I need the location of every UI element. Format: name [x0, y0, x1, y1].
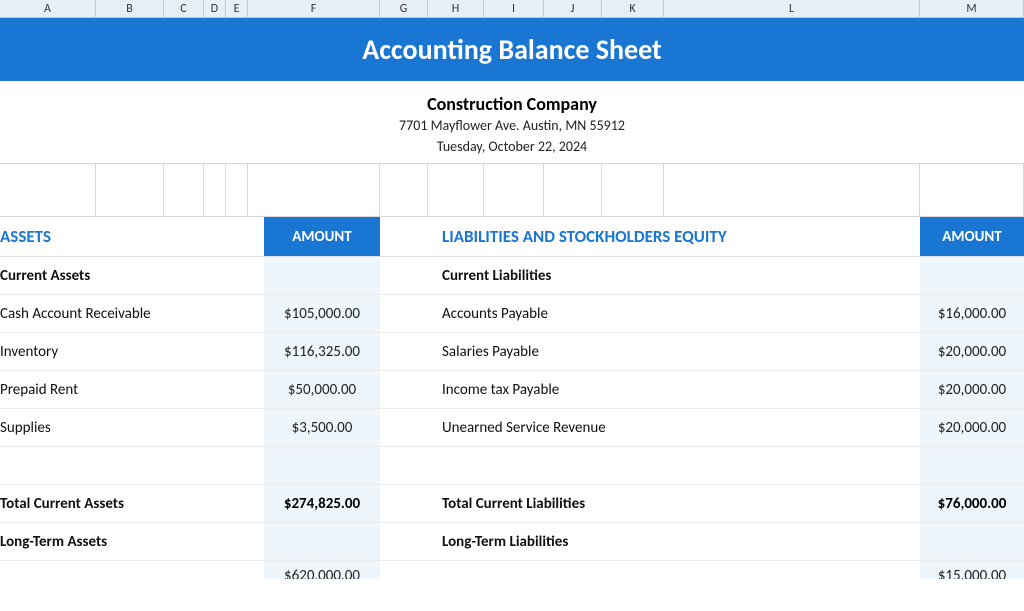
liability-item-label: Unearned Service Revenue: [428, 409, 920, 446]
liability-item-amount: $20,000.00: [920, 333, 1024, 370]
company-date: Tuesday, October 22, 2024: [0, 138, 1024, 163]
table-row[interactable]: Long-Term Assets Long-Term Liabilities: [0, 523, 1024, 561]
amount-cell: [920, 257, 1024, 294]
col-header-J[interactable]: J: [544, 0, 602, 17]
company-address: 7701 Mayflower Ave. Austin, MN 55912: [0, 117, 1024, 134]
col-header-E[interactable]: E: [226, 0, 248, 17]
col-header-D[interactable]: D: [204, 0, 226, 17]
col-header-G[interactable]: G: [380, 0, 428, 17]
col-header-I[interactable]: I: [484, 0, 544, 17]
section-header-row: ASSETS AMOUNT LIABILITIES AND STOCKHOLDE…: [0, 217, 1024, 257]
table-row[interactable]: Total Current Assets $274,825.00 Total C…: [0, 485, 1024, 523]
spacer-row: [0, 447, 1024, 485]
liability-item-label: Income tax Payable: [428, 371, 920, 408]
partial-liability-amount: $15,000.00: [920, 561, 1024, 579]
assets-header: ASSETS: [0, 217, 264, 256]
grid-separator: [0, 163, 1024, 217]
asset-item-label: Prepaid Rent: [0, 371, 264, 408]
amount-header-left: AMOUNT: [264, 217, 380, 256]
partial-asset-amount: $620,000.00: [264, 561, 380, 579]
asset-item-amount: $50,000.00: [264, 371, 380, 408]
amount-cell: [920, 523, 1024, 560]
col-header-B[interactable]: B: [96, 0, 164, 17]
col-header-A[interactable]: A: [0, 0, 96, 17]
liabilities-header: LIABILITIES AND STOCKHOLDERS EQUITY: [428, 217, 920, 256]
asset-item-label: Cash Account Receivable: [0, 295, 264, 332]
col-header-H[interactable]: H: [428, 0, 484, 17]
col-header-K[interactable]: K: [602, 0, 664, 17]
asset-item-label: Supplies: [0, 409, 264, 446]
total-assets-label: Total Current Assets: [0, 485, 264, 522]
liability-item-amount: $20,000.00: [920, 409, 1024, 446]
asset-item-amount: $116,325.00: [264, 333, 380, 370]
current-assets-label: Current Assets: [0, 257, 264, 294]
table-row[interactable]: Supplies $3,500.00 Unearned Service Reve…: [0, 409, 1024, 447]
asset-item-label: Inventory: [0, 333, 264, 370]
liability-item-amount: $20,000.00: [920, 371, 1024, 408]
total-liabilities-amount: $76,000.00: [920, 485, 1024, 522]
table-row[interactable]: Inventory $116,325.00 Salaries Payable $…: [0, 333, 1024, 371]
liability-item-label: Accounts Payable: [428, 295, 920, 332]
table-row[interactable]: Prepaid Rent $50,000.00 Income tax Payab…: [0, 371, 1024, 409]
liability-item-amount: $16,000.00: [920, 295, 1024, 332]
table-row[interactable]: Current Assets Current Liabilities: [0, 257, 1024, 295]
company-block: Construction Company 7701 Mayflower Ave.…: [0, 81, 1024, 163]
col-header-F[interactable]: F: [248, 0, 380, 17]
amount-cell: [264, 257, 380, 294]
asset-item-amount: $105,000.00: [264, 295, 380, 332]
total-assets-amount: $274,825.00: [264, 485, 380, 522]
table-row[interactable]: Cash Account Receivable $105,000.00 Acco…: [0, 295, 1024, 333]
company-name: Construction Company: [0, 93, 1024, 115]
longterm-liabilities-label: Long-Term Liabilities: [428, 523, 920, 560]
current-liabilities-label: Current Liabilities: [428, 257, 920, 294]
liability-item-label: Salaries Payable: [428, 333, 920, 370]
col-header-L[interactable]: L: [664, 0, 920, 17]
column-headers: A B C D E F G H I J K L M: [0, 0, 1024, 18]
col-header-C[interactable]: C: [164, 0, 204, 17]
longterm-assets-label: Long-Term Assets: [0, 523, 264, 560]
col-header-M[interactable]: M: [920, 0, 1024, 17]
total-liabilities-label: Total Current Liabilities: [428, 485, 920, 522]
partial-row: $620,000.00 $15,000.00: [0, 561, 1024, 579]
asset-item-amount: $3,500.00: [264, 409, 380, 446]
amount-header-right: AMOUNT: [920, 217, 1024, 256]
sheet-title: Accounting Balance Sheet: [0, 18, 1024, 81]
amount-cell: [264, 523, 380, 560]
